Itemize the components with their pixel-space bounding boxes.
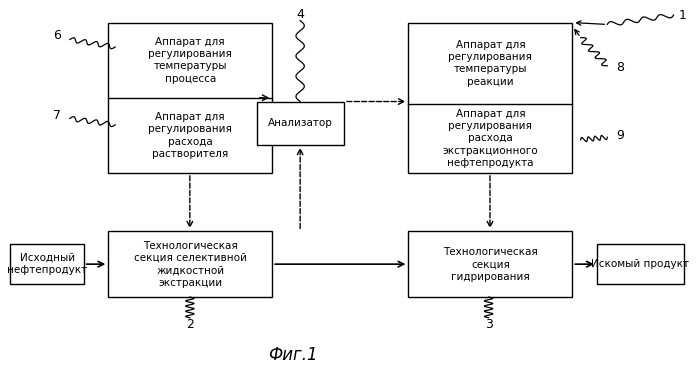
Text: Технологическая
секция
гидрирования: Технологическая секция гидрирования [443, 247, 537, 282]
FancyBboxPatch shape [597, 244, 684, 284]
FancyBboxPatch shape [108, 23, 272, 173]
Text: Анализатор: Анализатор [268, 118, 333, 128]
Text: 7: 7 [53, 109, 61, 122]
Text: Аппарат для
регулирования
расхода
экстракционного
нефтепродукта: Аппарат для регулирования расхода экстра… [443, 109, 538, 168]
Text: Аппарат для
регулирования
температуры
реакции: Аппарат для регулирования температуры ре… [448, 39, 533, 87]
Text: 2: 2 [186, 318, 194, 331]
Text: 1: 1 [678, 9, 687, 22]
Text: Искомый продукт: Искомый продукт [591, 259, 690, 269]
Text: 4: 4 [296, 8, 304, 21]
Text: 3: 3 [484, 318, 493, 331]
Text: Аппарат для
регулирования
расхода
растворителя: Аппарат для регулирования расхода раство… [148, 112, 232, 159]
FancyBboxPatch shape [408, 23, 572, 173]
Text: 9: 9 [616, 129, 624, 142]
FancyBboxPatch shape [108, 231, 272, 297]
FancyBboxPatch shape [408, 231, 572, 297]
Text: 6: 6 [53, 29, 61, 42]
Text: Исходный
нефтепродукт: Исходный нефтепродукт [7, 253, 87, 275]
Text: Технологическая
секция селективной
жидкостной
экстракции: Технологическая секция селективной жидко… [134, 241, 246, 288]
Text: Фиг.1: Фиг.1 [268, 346, 318, 364]
Text: 8: 8 [616, 61, 624, 74]
Text: Аппарат для
регулирования
температуры
процесса: Аппарат для регулирования температуры пр… [148, 36, 232, 84]
FancyBboxPatch shape [257, 102, 344, 145]
FancyBboxPatch shape [10, 244, 84, 284]
